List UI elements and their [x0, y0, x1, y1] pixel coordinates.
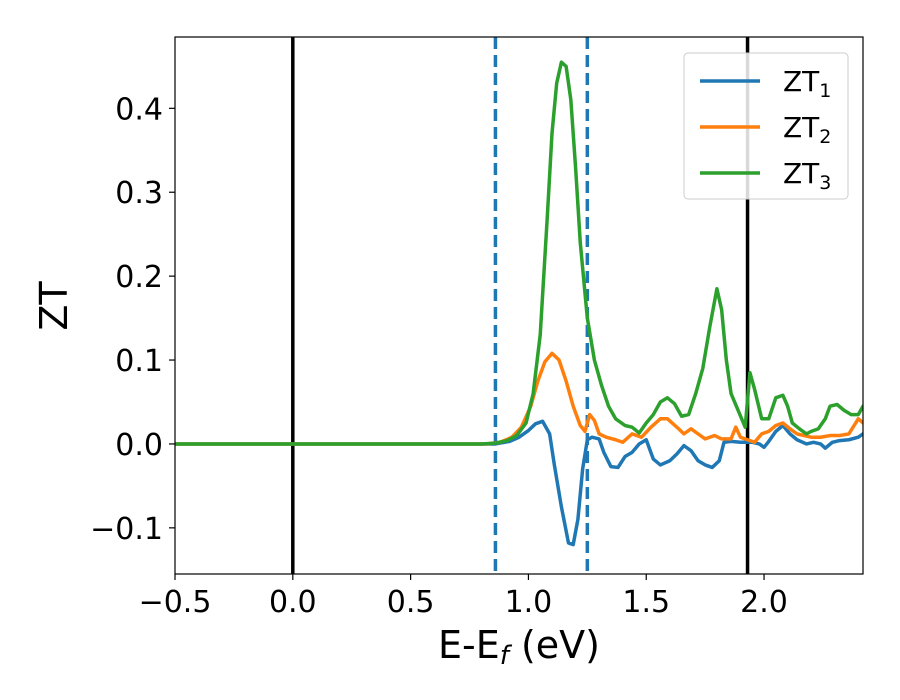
- x-tick-label: 2.0: [740, 585, 788, 620]
- y-tick-label: 0.2: [115, 260, 163, 295]
- series-lines: [175, 60, 863, 547]
- legend-label-zt2: ZT2: [783, 111, 831, 148]
- x-tick-label: 0.5: [387, 585, 435, 620]
- x-axis-label-tail: (eV): [509, 623, 600, 667]
- y-axis-ticks: −0.1 0.0 0.1 0.2 0.3 0.4: [90, 92, 175, 547]
- x-axis-ticks: −0.5 0.0 0.5 1.0 1.5 2.0: [139, 574, 788, 620]
- legend-label-zt1: ZT1: [783, 65, 831, 102]
- y-tick-label: 0.4: [115, 92, 163, 127]
- reference-lines: [291, 37, 750, 574]
- series-line-zt3: [175, 60, 863, 446]
- y-axis-label: ZT: [32, 281, 76, 331]
- y-tick-label: 0.3: [115, 176, 163, 211]
- x-axis-label: E-Ef (eV): [438, 623, 600, 671]
- x-tick-label: 1.0: [505, 585, 553, 620]
- legend-box: [683, 52, 849, 200]
- x-tick-label: −0.5: [139, 585, 212, 620]
- y-tick-label: 0.1: [115, 344, 163, 379]
- legend: ZT1 ZT2 ZT3: [683, 52, 849, 200]
- series-line-zt2: [175, 351, 863, 446]
- y-tick-label: 0.0: [115, 428, 163, 463]
- x-tick-label: 1.5: [622, 585, 670, 620]
- plot-frame: [174, 36, 864, 575]
- series-line-zt1: [175, 419, 863, 547]
- y-tick-label: −0.1: [90, 512, 163, 547]
- legend-label-zt3: ZT3: [783, 157, 831, 194]
- x-tick-label: 0.0: [269, 585, 317, 620]
